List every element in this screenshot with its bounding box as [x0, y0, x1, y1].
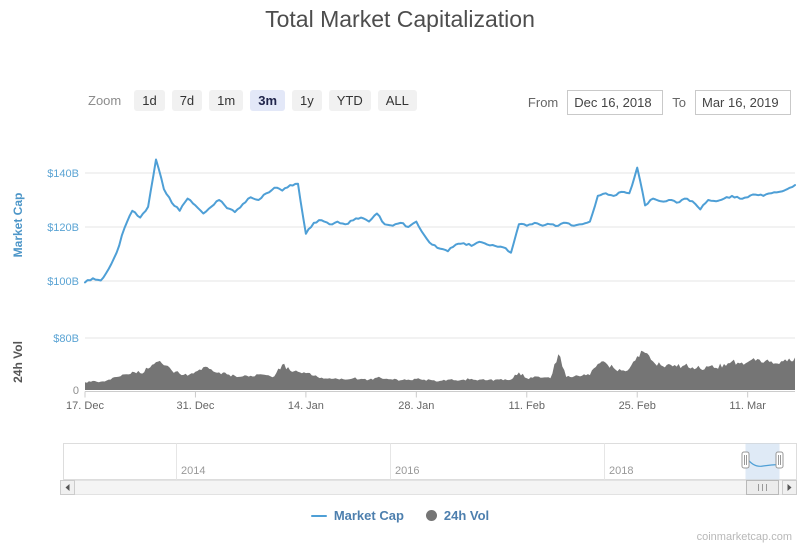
x-tick-label: 11. Feb: [509, 400, 546, 412]
x-tick-label: 25. Feb: [619, 400, 656, 412]
zoom-button-3m[interactable]: 3m: [250, 90, 286, 111]
arrow-right-icon: [787, 484, 792, 491]
y-tick-label: $100B: [47, 276, 79, 288]
scrollbar-right-button[interactable]: [782, 480, 797, 495]
navigator-handle-right[interactable]: [775, 451, 784, 469]
date-range-selector: From To: [528, 90, 791, 115]
y-tick-label: $80B: [53, 333, 79, 345]
legend: Market Cap 24h Vol: [0, 508, 800, 523]
circle-marker-icon: [425, 510, 437, 521]
y-tick-label: $140B: [47, 168, 79, 180]
zoom-button-1d[interactable]: 1d: [134, 90, 165, 111]
to-label: To: [672, 95, 686, 110]
x-tick-label: 28. Jan: [398, 400, 434, 412]
legend-item-market-cap[interactable]: Market Cap: [310, 508, 404, 523]
arrow-left-icon: [65, 484, 70, 491]
watermark: coinmarketcap.com: [696, 531, 792, 543]
navigator-year-label: 2014: [181, 465, 205, 477]
y-tick-label: 0: [73, 385, 79, 397]
zoom-label: Zoom: [88, 93, 122, 108]
navigator: 2014 2016 2018: [60, 443, 797, 495]
x-tick-label: 14. Jan: [288, 400, 324, 412]
legend-item-24h-vol[interactable]: 24h Vol: [425, 508, 490, 523]
navigator-series-line: [745, 456, 780, 467]
to-date-input[interactable]: [695, 90, 791, 115]
zoom-button-all[interactable]: ALL: [377, 90, 417, 111]
line-marker-icon: [310, 514, 327, 517]
legend-label-market-cap: Market Cap: [333, 508, 404, 523]
from-date-input[interactable]: [567, 90, 664, 115]
zoom-button-1y[interactable]: 1y: [292, 90, 322, 111]
scrollbar-left-button[interactable]: [60, 480, 75, 495]
from-label: From: [527, 95, 559, 110]
market-cap-line[interactable]: [84, 158, 796, 284]
navigator-handle-left[interactable]: [741, 451, 750, 469]
x-tick-label: 11. Mar: [729, 400, 766, 412]
x-tick-label: 17. Dec: [66, 400, 104, 412]
x-tick-label: 31. Dec: [176, 400, 214, 412]
navigator-year-label: 2018: [609, 465, 633, 477]
legend-label-24h-vol: 24h Vol: [443, 508, 490, 523]
zoom-range-selector: Zoom 1d 7d 1m 3m 1y YTD ALL: [88, 90, 417, 111]
scrollbar-thumb[interactable]: [746, 480, 779, 495]
volume-axis-title: 24h Vol: [11, 341, 25, 383]
market-cap-axis-title: Market Cap: [11, 193, 25, 258]
zoom-button-1m[interactable]: 1m: [209, 90, 244, 111]
scrollbar-track[interactable]: [60, 480, 797, 495]
y-tick-label: $120B: [47, 222, 79, 234]
zoom-button-ytd[interactable]: YTD: [328, 90, 371, 111]
volume-area[interactable]: [85, 350, 795, 390]
navigator-selection[interactable]: [745, 443, 780, 480]
zoom-button-7d[interactable]: 7d: [171, 90, 203, 111]
navigator-year-label: 2016: [395, 465, 419, 477]
chart-title: Total Market Capitalization: [265, 6, 535, 32]
price-volume-chart[interactable]: $100B $120B $140B 0 $80B 17. Dec 31. Dec 14. Ja…: [0, 130, 800, 420]
navigator-track[interactable]: [63, 443, 797, 480]
